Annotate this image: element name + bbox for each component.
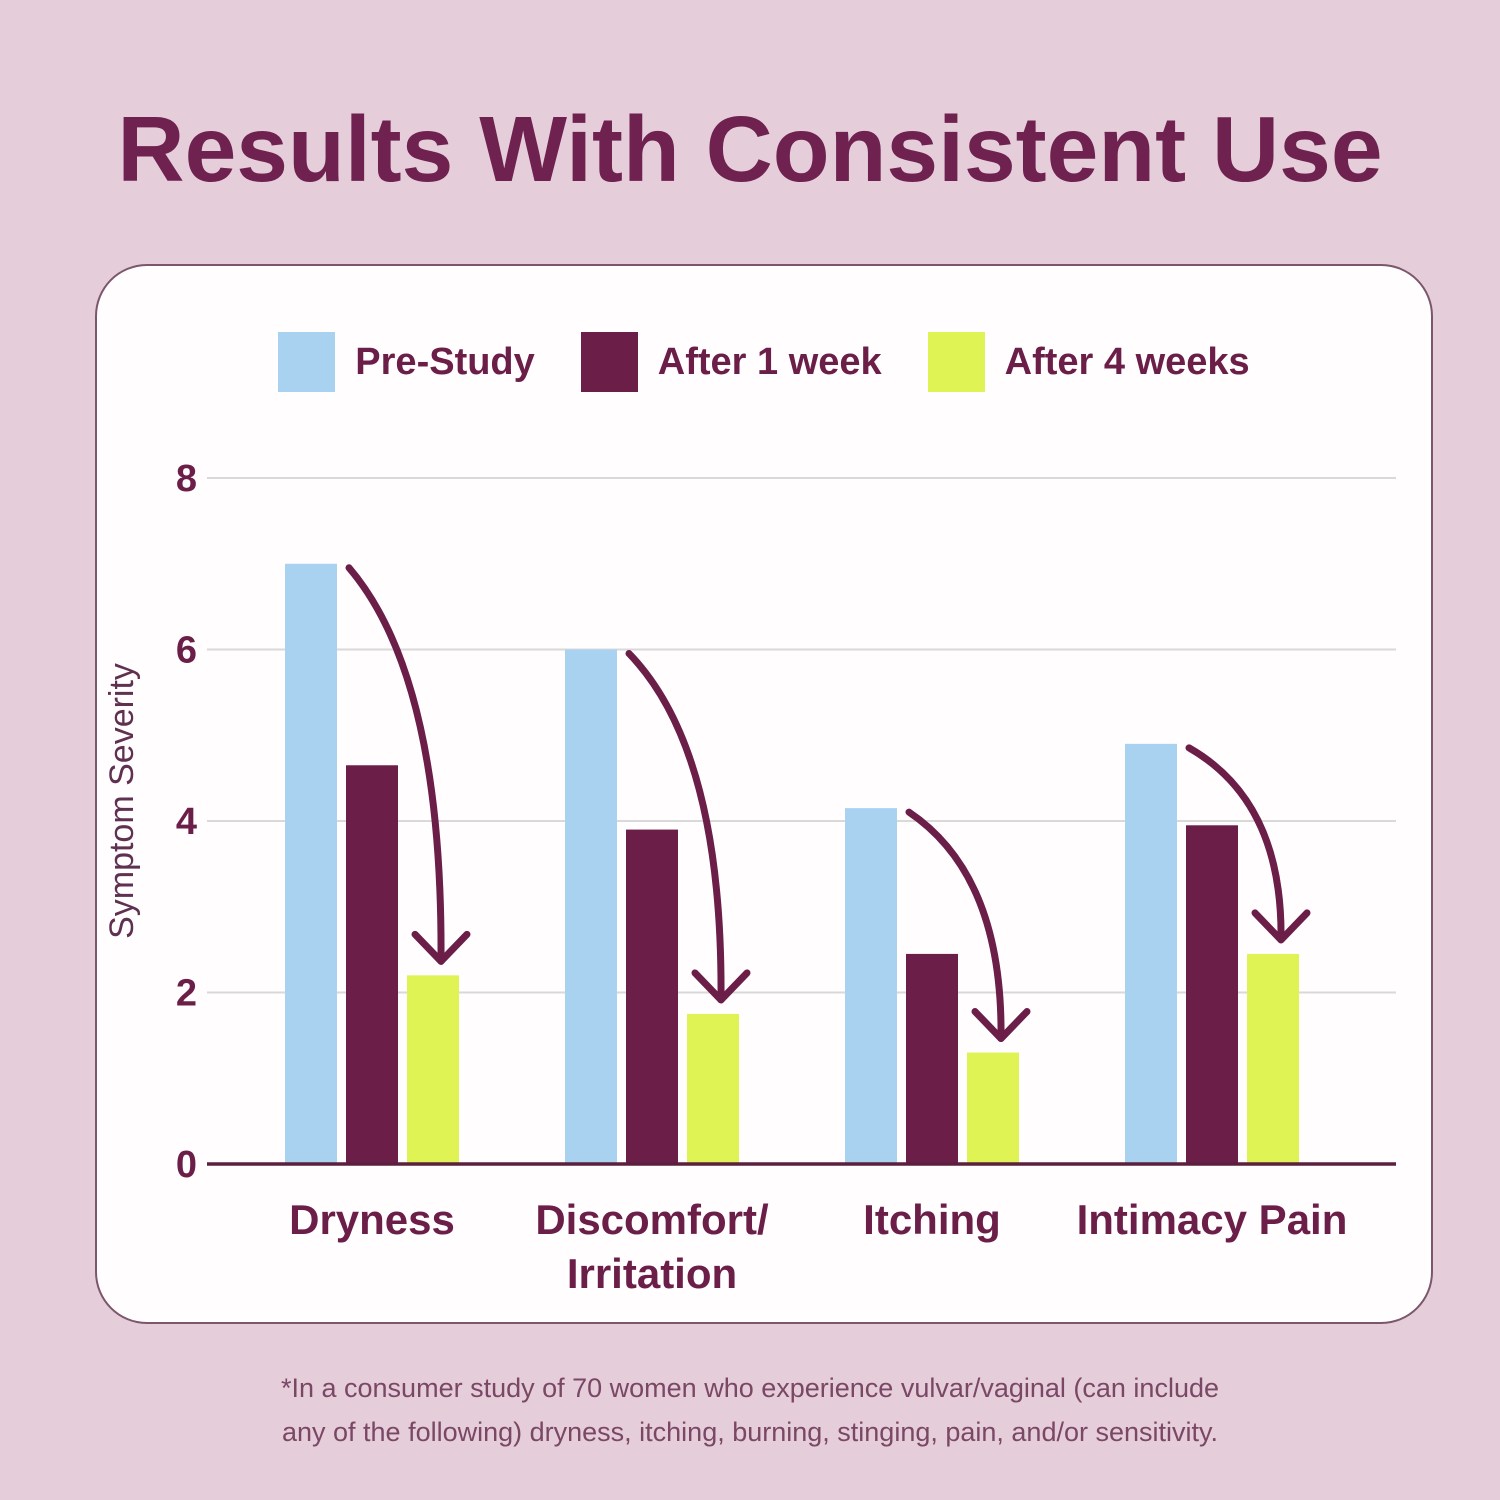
decline-arrowhead-2	[971, 1008, 1031, 1043]
chart-card: Pre-Study After 1 week After 4 weeks 0 2 4…	[95, 264, 1433, 1324]
category-label-1-line2: Irritation	[567, 1250, 737, 1297]
bar-after-1-week-2	[906, 953, 958, 1164]
decline-arrowhead-0	[411, 930, 471, 965]
footnote: *In a consumer study of 70 women who exp…	[0, 1366, 1500, 1454]
category-label-2: Itching	[863, 1196, 1001, 1243]
category-label-1: Discomfort/	[535, 1196, 769, 1243]
legend-swatch-after-1-week	[580, 332, 638, 392]
legend-label-after-1-week: After 1 week	[657, 340, 882, 383]
bar-pre-study-2	[845, 808, 897, 1164]
footnote-line-1: *In a consumer study of 70 women who exp…	[280, 1373, 1219, 1403]
y-tick-6: 6	[176, 630, 197, 672]
decline-arrowhead-1	[691, 969, 751, 1004]
page-title: Results With Consistent Use	[117, 97, 1383, 201]
legend-item-pre-study: Pre-Study	[278, 332, 535, 392]
category-label-3: Intimacy Pain	[1077, 1196, 1348, 1243]
bar-after-1-week-0	[346, 765, 398, 1164]
legend-label-after-4-weeks: After 4 weeks	[1004, 340, 1250, 383]
bar-after-4-weeks-2	[967, 1052, 1019, 1164]
bar-after-4-weeks-0	[407, 975, 459, 1164]
bar-after-4-weeks-1	[687, 1013, 739, 1164]
legend-swatch-pre-study	[278, 332, 336, 392]
bar-after-1-week-1	[626, 829, 678, 1164]
legend-item-after-4-weeks: After 4 weeks	[927, 332, 1250, 392]
decline-arrow-2	[905, 808, 1005, 1043]
decline-arrow-0	[345, 564, 445, 965]
decline-arrow-3	[1185, 744, 1285, 944]
y-axis-title: Symptom Severity	[103, 663, 141, 939]
decline-arrow-1	[625, 650, 725, 1004]
y-tick-2: 2	[176, 973, 197, 1015]
legend-label-pre-study: Pre-Study	[355, 340, 535, 383]
decline-arrowhead-3	[1251, 909, 1311, 944]
bar-chart: 0 2 4 6 8 Symptom Severity Dryness Discomfort/I…	[103, 458, 1396, 1297]
y-tick-4: 4	[176, 801, 197, 843]
legend: Pre-Study After 1 week After 4 weeks	[97, 332, 1431, 392]
bar-pre-study-1	[565, 649, 617, 1164]
bar-pre-study-3	[1125, 743, 1177, 1164]
legend-swatch-after-4-weeks	[927, 332, 985, 392]
bar-after-1-week-3	[1186, 825, 1238, 1164]
bar-after-4-weeks-3	[1247, 953, 1299, 1164]
footnote-line-2: any of the following) dryness, itching, …	[281, 1417, 1218, 1447]
y-tick-0: 0	[176, 1144, 197, 1186]
category-label-0: Dryness	[289, 1196, 455, 1243]
bar-pre-study-0	[285, 563, 337, 1164]
legend-item-after-1-week: After 1 week	[580, 332, 882, 392]
y-tick-8: 8	[176, 458, 197, 500]
